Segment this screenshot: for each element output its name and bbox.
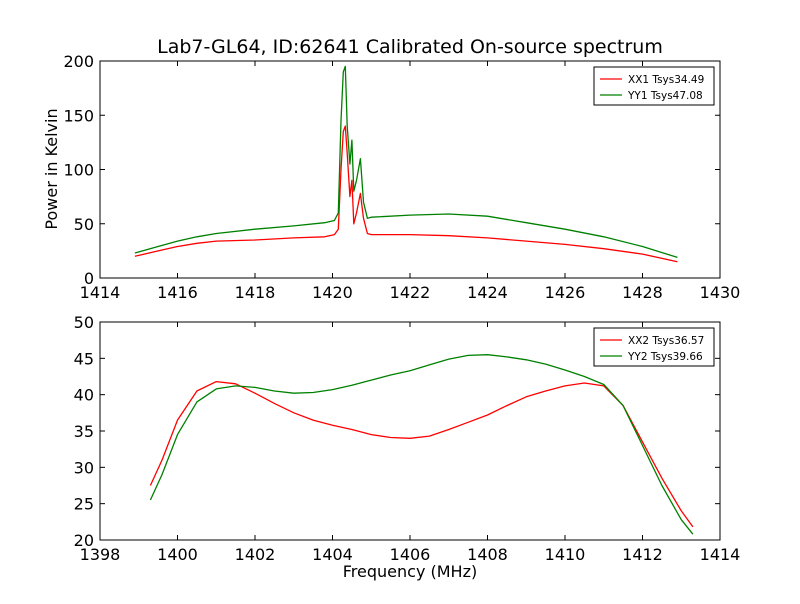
x-tick-label: 1414 xyxy=(80,283,121,302)
bottom-panel: Frequency (MHz) 1398 1400 1402 1404 1406 1408… xyxy=(74,313,741,581)
bottom-x-axis-label: Frequency (MHz) xyxy=(343,562,477,581)
chart-title: Lab7-GL64, ID:62641 Calibrated On-source… xyxy=(157,36,663,58)
y-tick-label: 50 xyxy=(74,313,94,332)
x-tick-label: 1414 xyxy=(700,545,741,564)
legend: XX2 Tsys36.57 YY2 Tsys39.66 xyxy=(593,327,715,367)
legend-label: YY2 Tsys39.66 xyxy=(627,351,703,363)
x-tick-label: 1404 xyxy=(312,545,353,564)
top-y-axis-label: Power in Kelvin xyxy=(42,108,61,229)
y-tick-label: 200 xyxy=(63,52,94,71)
x-tick-label: 1420 xyxy=(312,283,353,302)
x-tick-label: 1412 xyxy=(622,545,663,564)
y-tick-label: 30 xyxy=(74,458,94,477)
y-tick-label: 45 xyxy=(74,349,94,368)
series-line-top-1 xyxy=(134,125,678,263)
legend: XX1 Tsys34.49 YY1 Tsys47.08 xyxy=(593,66,715,106)
x-tick-label: 1416 xyxy=(157,283,198,302)
y-tick-label: 20 xyxy=(74,531,94,550)
x-tick-label: 1406 xyxy=(390,545,431,564)
x-tick-label: 1408 xyxy=(467,545,508,564)
legend-box xyxy=(593,327,715,367)
y-tick-label: 40 xyxy=(74,386,94,405)
top-panel: Lab7-GL64, ID:62641 Calibrated On-source… xyxy=(42,36,740,302)
y-tick-label: 0 xyxy=(84,269,94,288)
y-tick-label: 150 xyxy=(63,106,94,125)
series-line-bottom-1 xyxy=(149,380,694,528)
x-tick-label: 1424 xyxy=(467,283,508,302)
legend-label: YY1 Tsys47.08 xyxy=(627,90,703,102)
x-tick-label: 1410 xyxy=(545,545,586,564)
x-tick-label: 1428 xyxy=(622,283,663,302)
legend-box xyxy=(593,66,715,106)
series-line-bottom-2 xyxy=(149,354,694,535)
legend-label: XX1 Tsys34.49 xyxy=(628,74,704,86)
y-tick-label: 100 xyxy=(63,161,94,180)
x-tick-label: 1430 xyxy=(700,283,741,302)
x-tick-label: 1400 xyxy=(157,545,198,564)
series-line-top-2 xyxy=(134,65,678,259)
y-tick-label: 50 xyxy=(74,215,94,234)
x-tick-label: 1422 xyxy=(390,283,431,302)
x-tick-label: 1398 xyxy=(80,545,121,564)
x-tick-label: 1426 xyxy=(545,283,586,302)
y-tick-label: 35 xyxy=(74,422,94,441)
y-tick-label: 25 xyxy=(74,495,94,514)
x-tick-label: 1418 xyxy=(235,283,276,302)
x-tick-label: 1402 xyxy=(235,545,276,564)
legend-label: XX2 Tsys36.57 xyxy=(628,335,704,347)
